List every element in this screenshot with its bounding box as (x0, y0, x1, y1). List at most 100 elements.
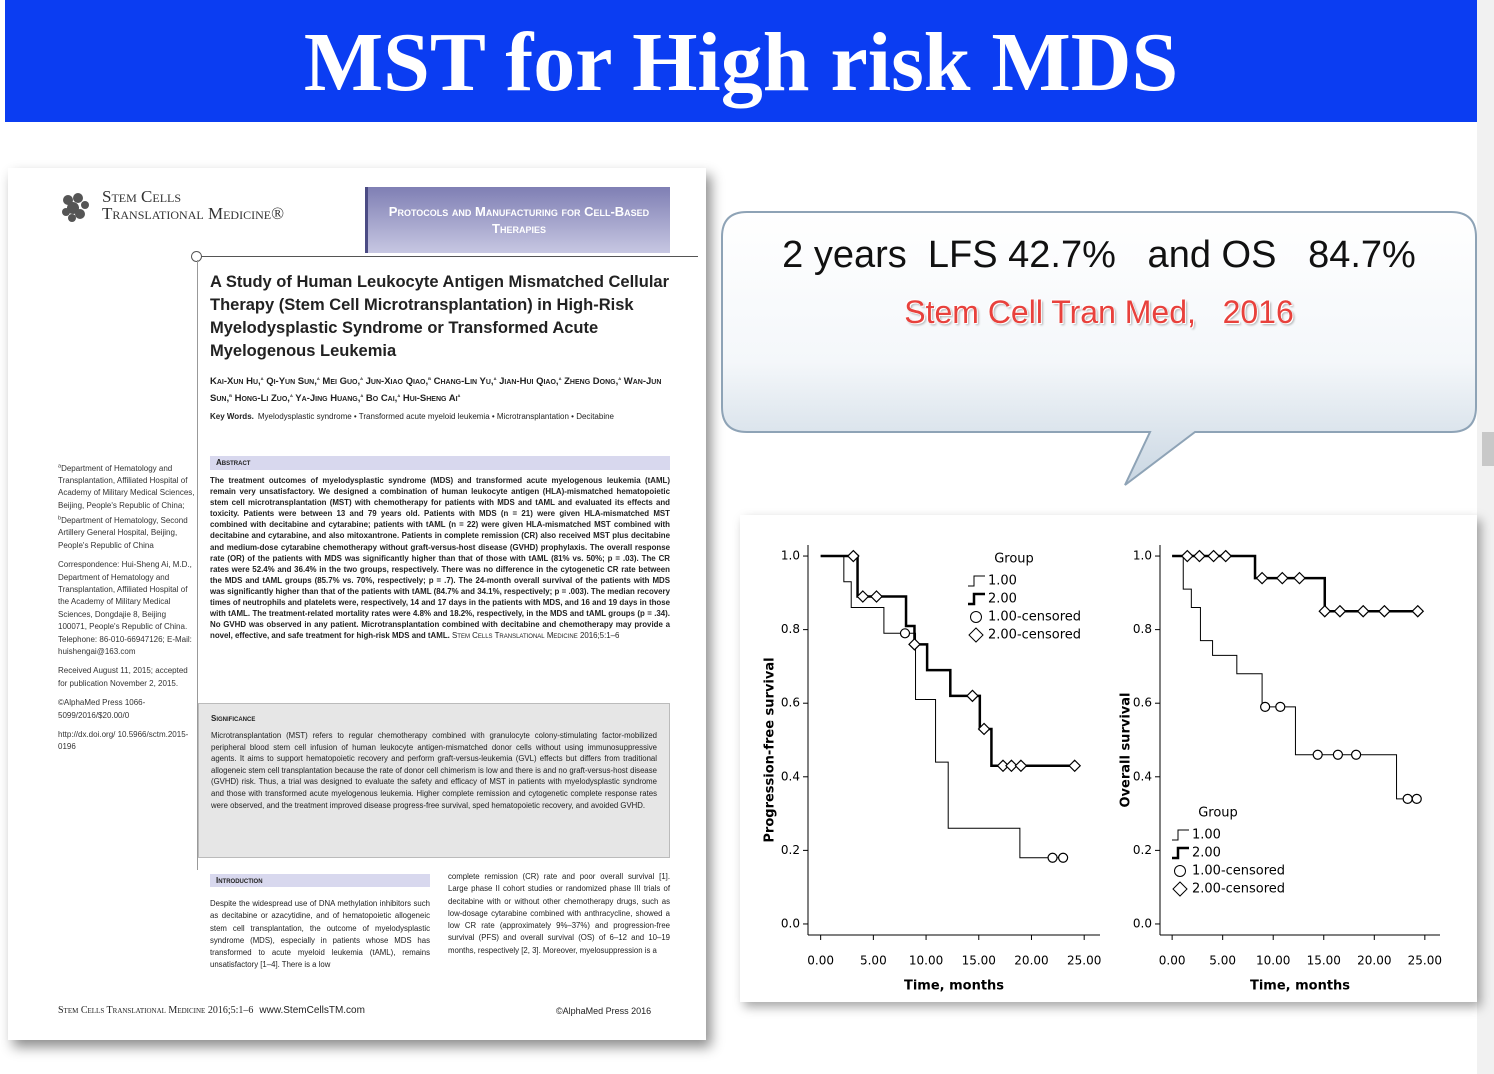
x-tick-label: 15.00 (962, 954, 996, 968)
y-tick-label: 0.6 (1133, 696, 1152, 710)
author-name: Zheng Dong, (564, 376, 619, 388)
sidebar: aDepartment of Hematology and Transplant… (58, 460, 195, 761)
y-tick-label: 0.0 (1133, 916, 1152, 930)
author-affil: a (316, 376, 320, 382)
column-rule (197, 260, 198, 870)
censor-diamond (966, 689, 979, 703)
abstract-text: The treatment outcomes of myelodysplasti… (210, 475, 670, 641)
author-affil: a (360, 393, 364, 400)
x-axis-title: Time, months (904, 979, 1004, 994)
author-affil: a (457, 393, 461, 400)
author-list: Kai-Xun Hu,a Qi-Yun Sun,a Mei Guo,a Jun-… (210, 372, 680, 406)
introduction-column: complete remission (CR) rate and poor ov… (448, 872, 670, 955)
censor-circle (1332, 749, 1344, 760)
author: Jun-Xiao Qiao,b (366, 376, 431, 387)
censor-circle (1047, 852, 1058, 863)
rule (193, 256, 698, 257)
journal-name: Stem Cells Translational Medicine® (58, 188, 284, 222)
x-tick-label: 5.00 (860, 954, 887, 968)
correspondence: Correspondence: Hui-Sheng Ai, M.D., Depa… (58, 560, 192, 656)
censor-diamond (1193, 549, 1206, 563)
y-tick-label: 0.2 (1133, 843, 1152, 857)
x-tick-label: 0.00 (807, 954, 834, 968)
legend-label: 1.00-censored (988, 610, 1081, 625)
journal-line: Stem Cells (102, 187, 182, 206)
abstract-heading: Abstract (210, 456, 670, 470)
author: Hong-Li Zuo,a (235, 393, 293, 404)
callout-source: Stem Cell Tran Med, 2016 (904, 294, 1294, 330)
scroll-knob (1482, 432, 1494, 466)
censor-diamond (1378, 604, 1391, 618)
author-affil: a (618, 376, 622, 382)
y-tick-label: 0.8 (781, 622, 800, 636)
censor-diamond (1255, 571, 1269, 585)
censor-circle (899, 628, 911, 639)
censor-diamond (856, 590, 870, 603)
callout-shape (721, 211, 1477, 486)
survival-line (820, 555, 1064, 859)
legend-label: 2.00 (1192, 846, 1221, 861)
significance-box: Significance Microtransplantation (MST) … (198, 703, 670, 858)
legend-symbol (968, 627, 984, 643)
censor-diamond (1293, 571, 1306, 585)
author-name: Bo Cai, (365, 393, 398, 405)
x-tick-label: 20.00 (1357, 954, 1391, 968)
y-tick-label: 1.0 (781, 549, 800, 563)
rule-dot (191, 251, 202, 262)
footer-journal: Stem Cells Translational Medicine 2016;5… (58, 1005, 254, 1016)
author: Qi-Yun Sun,a (266, 376, 320, 387)
censor-diamond (846, 549, 860, 563)
legend-label: 1.00-censored (1192, 864, 1285, 879)
key-words: Key Words. Myelodysplastic syndrome • Tra… (210, 411, 680, 422)
censor-diamond (1275, 571, 1289, 585)
author-affil: a (360, 376, 363, 382)
affiliation: bDepartment of Hematology, Second Artill… (58, 515, 188, 549)
author: Wan-Jun Sun,b (210, 376, 661, 404)
legend-symbol (970, 611, 982, 623)
copyright: ©AlphaMed Press 1066-5099/2016/$20.00/0 (58, 698, 146, 720)
x-tick-label: 10.00 (909, 954, 943, 968)
author-affil: a (558, 376, 562, 382)
doi: http://dx.doi.org/ 10.5966/sctm.2015-019… (58, 730, 189, 752)
author-name: Chang-Lin Yu, (433, 376, 494, 388)
x-tick-label: 15.00 (1307, 954, 1341, 968)
censor-diamond (1219, 549, 1233, 563)
x-tick-label: 0.00 (1159, 954, 1186, 968)
legend-symbol (1172, 846, 1189, 860)
legend-symbol (968, 575, 985, 587)
y-tick-label: 0.4 (781, 769, 800, 783)
author-name: Qi-Yun Sun, (266, 376, 317, 388)
author: Chang-Lin Yu,a (434, 376, 497, 387)
censor-diamond (870, 590, 883, 603)
legend-title: Group (1198, 806, 1238, 821)
censor-diamond (908, 637, 921, 651)
author-affil: a (289, 393, 293, 400)
paper-title: A Study of Human Leukocyte Antigen Misma… (210, 273, 670, 360)
censor-circle (1275, 701, 1286, 712)
x-tick-label: 5.00 (1209, 954, 1236, 968)
x-tick-label: 10.00 (1256, 954, 1290, 968)
footer-left: Stem Cells Translational Medicine 2016;5… (58, 1005, 365, 1016)
y-axis-title: Progression-free survival (763, 657, 778, 842)
legend-label: 1.00 (988, 574, 1017, 589)
author-affil: b (428, 376, 431, 382)
author: Ya-Jing Huang,a (295, 393, 363, 404)
legend-label: 2.00-censored (988, 628, 1081, 643)
side-strip (1477, 0, 1494, 1074)
censor-diamond (1005, 759, 1018, 773)
censor-circle (1351, 749, 1362, 760)
y-tick-label: 0.4 (1133, 769, 1152, 783)
x-tick-label: 20.00 (1014, 954, 1048, 968)
abstract-citation: Stem Cells Translational Medicine 2016;5… (452, 631, 620, 641)
survival-line (1172, 554, 1418, 613)
censor-diamond (1333, 604, 1347, 618)
censor-diamond (1207, 549, 1220, 563)
censor-diamond (977, 722, 991, 736)
censor-diamond (1356, 604, 1370, 618)
y-tick-label: 0.8 (1133, 622, 1152, 636)
affiliation-text: Department of Hematology and Transplanta… (58, 463, 195, 510)
legend-symbol (1174, 865, 1186, 877)
legend-symbol (1172, 829, 1189, 841)
y-tick-label: 0.6 (781, 696, 800, 710)
author: Jian-Hui Qiao,a (499, 376, 561, 387)
